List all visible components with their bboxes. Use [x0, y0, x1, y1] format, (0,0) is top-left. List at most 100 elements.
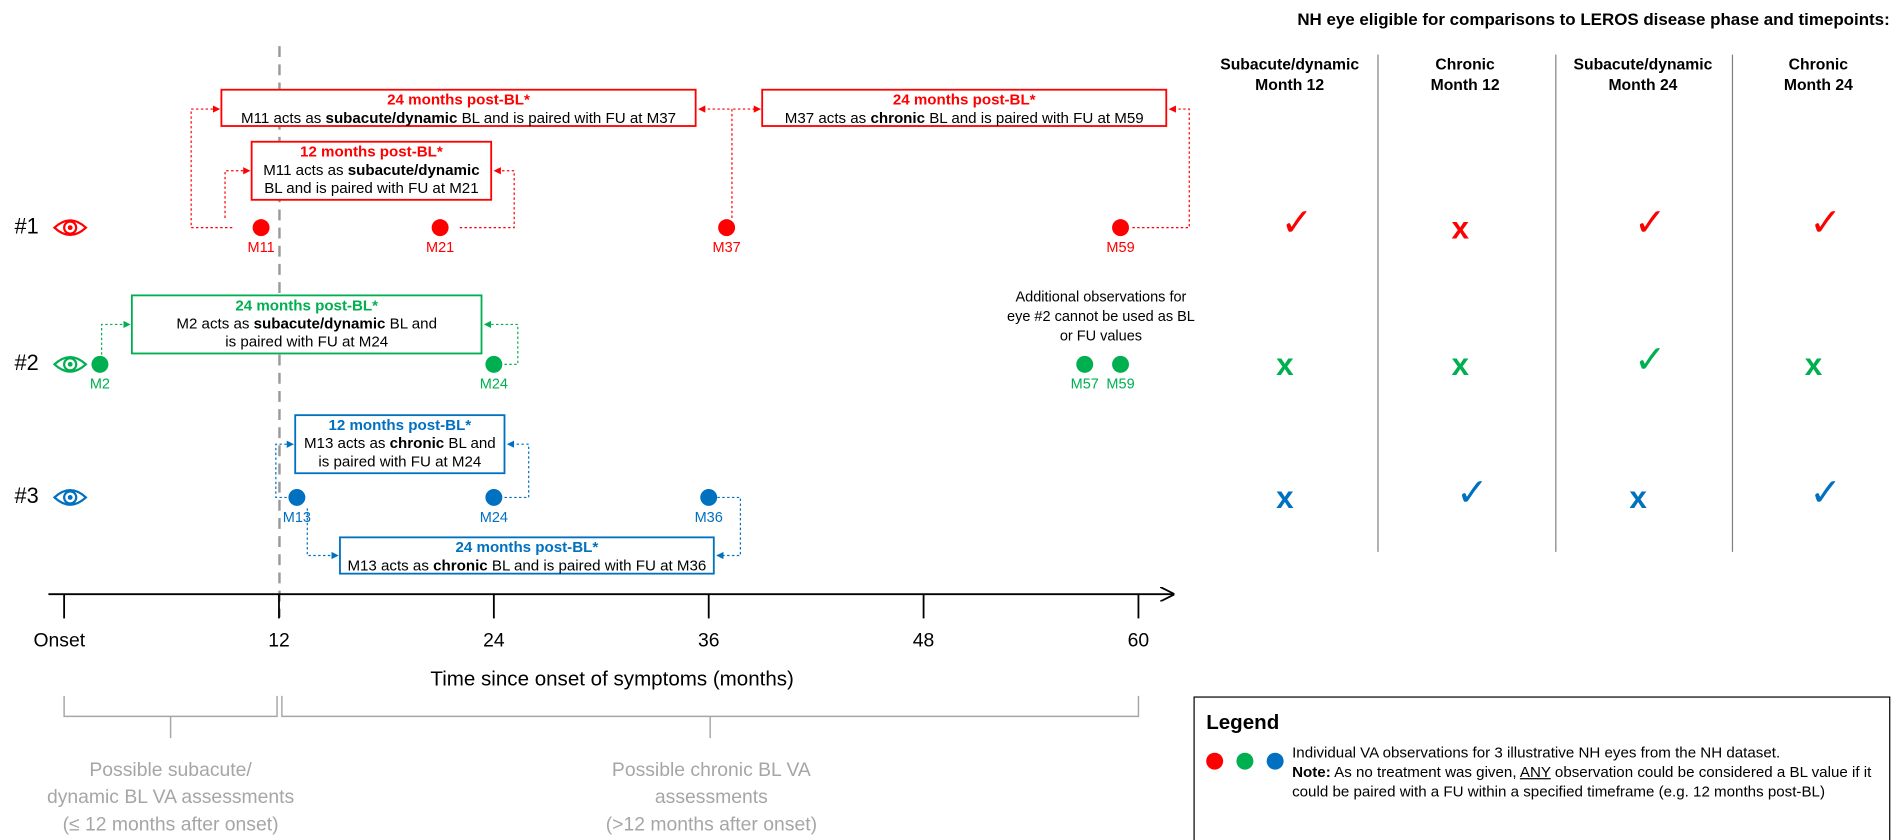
box-text: is paired with FU at M24	[225, 334, 388, 351]
check-mark: ✓	[1809, 471, 1841, 516]
eye-pupil	[67, 225, 73, 231]
range-label: (>12 months after onset)	[606, 813, 817, 835]
axis-tick-label: 36	[698, 630, 720, 652]
observation	[700, 488, 718, 506]
box-text: M11 acts as	[263, 162, 348, 179]
eye-iris	[63, 490, 78, 505]
eye-iris	[63, 220, 78, 235]
box-text: BL and is paired with FU at M36	[488, 557, 707, 574]
box-text: subacute/dynamic	[326, 110, 458, 127]
eye-label: #2	[15, 350, 39, 375]
axis-label: Time since onset of symptoms (months)	[430, 668, 793, 691]
check-mark: ✓	[1634, 201, 1666, 246]
cross-mark: x	[1452, 347, 1470, 382]
column-header: Month 24	[1784, 77, 1853, 94]
eligibility-title: NH eye eligible for comparisons to LEROS…	[1297, 10, 1889, 29]
column-header: Subacute/dynamic	[1220, 57, 1359, 74]
observation	[485, 355, 503, 373]
pairing-box	[130, 294, 483, 355]
eye-icon	[52, 356, 88, 373]
cross-mark: x	[1452, 210, 1470, 245]
legend-text-area: Individual VA observations for 3 illustr…	[1292, 743, 1885, 801]
box-text: chronic	[433, 557, 488, 574]
connector	[275, 440, 294, 499]
box-title: 12 months post-BL*	[328, 417, 471, 434]
box-title: 12 months post-BL*	[300, 144, 443, 161]
box-text: BL and is paired with FU at M37	[457, 110, 676, 127]
observation	[718, 219, 736, 237]
eye-label: #3	[15, 483, 39, 508]
legend-dot	[1266, 752, 1284, 770]
observation-label: M21	[426, 240, 454, 256]
legend-note: As no treatment was given,	[1330, 763, 1520, 781]
note: eye #2 cannot be used as BL	[1007, 309, 1195, 325]
legend-note-label: Note:	[1292, 763, 1331, 781]
connector	[306, 508, 339, 560]
observation	[1076, 355, 1094, 373]
legend-note: ANY	[1519, 763, 1551, 781]
box-title: 24 months post-BL*	[456, 539, 599, 556]
box-text: chronic	[390, 435, 445, 452]
range-bracket	[281, 695, 1140, 739]
eye-pupil	[67, 495, 73, 500]
box-line: M37 acts as chronic BL and is paired wit…	[785, 110, 1144, 127]
connector	[716, 496, 742, 560]
range-label: Possible subacute/	[89, 759, 252, 781]
axis-tick-label: 60	[1128, 630, 1150, 652]
box-text: subacute/dynamic	[254, 315, 386, 332]
eye-label: #1	[15, 213, 39, 238]
check-mark: ✓	[1634, 337, 1666, 382]
check-mark: ✓	[1456, 471, 1488, 516]
legend-box	[1193, 696, 1891, 840]
axis-tick-label: 48	[913, 630, 935, 652]
observation-label: M24	[480, 510, 508, 526]
box-text: is paired with FU at M24	[318, 453, 481, 470]
box-line: M13 acts as chronic BL and	[304, 435, 496, 452]
box-text: M37 acts as	[785, 110, 871, 127]
observation-label: M11	[248, 240, 275, 256]
observation	[431, 219, 449, 237]
connector	[101, 320, 131, 355]
eye-icon	[52, 489, 88, 506]
check-mark: ✓	[1281, 201, 1313, 246]
check-mark: ✓	[1809, 201, 1841, 246]
box-text: M13 acts as	[304, 435, 390, 452]
pairing-box	[220, 88, 697, 127]
legend-title: Legend	[1206, 711, 1279, 734]
connector	[698, 105, 733, 218]
observation	[288, 488, 306, 506]
axis-tick-label: Onset	[33, 630, 85, 652]
axis-tick-label: 24	[483, 630, 505, 652]
connector	[504, 440, 530, 499]
observation-label: M37	[713, 240, 741, 256]
legend-dot	[1206, 752, 1224, 770]
legend-text: Individual VA observations for 3 illustr…	[1292, 743, 1885, 801]
connector	[224, 167, 251, 218]
box-text: M13 acts as	[347, 557, 433, 574]
eye-outline	[52, 219, 88, 236]
box-title: 24 months post-BL*	[235, 297, 378, 314]
observation-label: M24	[480, 377, 508, 393]
observation-label: M2	[90, 377, 110, 393]
box-title: 24 months post-BL*	[893, 92, 1036, 109]
connector	[190, 105, 233, 229]
connector	[459, 167, 515, 229]
box-line: is paired with FU at M24	[318, 453, 481, 470]
range-bracket	[63, 695, 278, 739]
cross-mark: x	[1276, 347, 1294, 382]
pairing-box	[250, 140, 493, 201]
box-line: M11 acts as subacute/dynamic	[263, 162, 479, 179]
observation-label: M13	[283, 510, 311, 526]
eye-iris	[63, 357, 78, 372]
box-line: M13 acts as chronic BL and is paired wit…	[347, 557, 706, 574]
legend-note: observation could be considered a BL val…	[1292, 763, 1872, 800]
note: or FU values	[1060, 328, 1142, 344]
eye-outline	[52, 356, 88, 373]
box-title: 24 months post-BL*	[387, 92, 530, 109]
observation	[1112, 355, 1130, 373]
box-line: is paired with FU at M24	[225, 334, 388, 351]
cross-mark: x	[1629, 480, 1647, 515]
column-header: Chronic	[1435, 57, 1495, 74]
box-line: BL and is paired with FU at M21	[264, 180, 478, 197]
